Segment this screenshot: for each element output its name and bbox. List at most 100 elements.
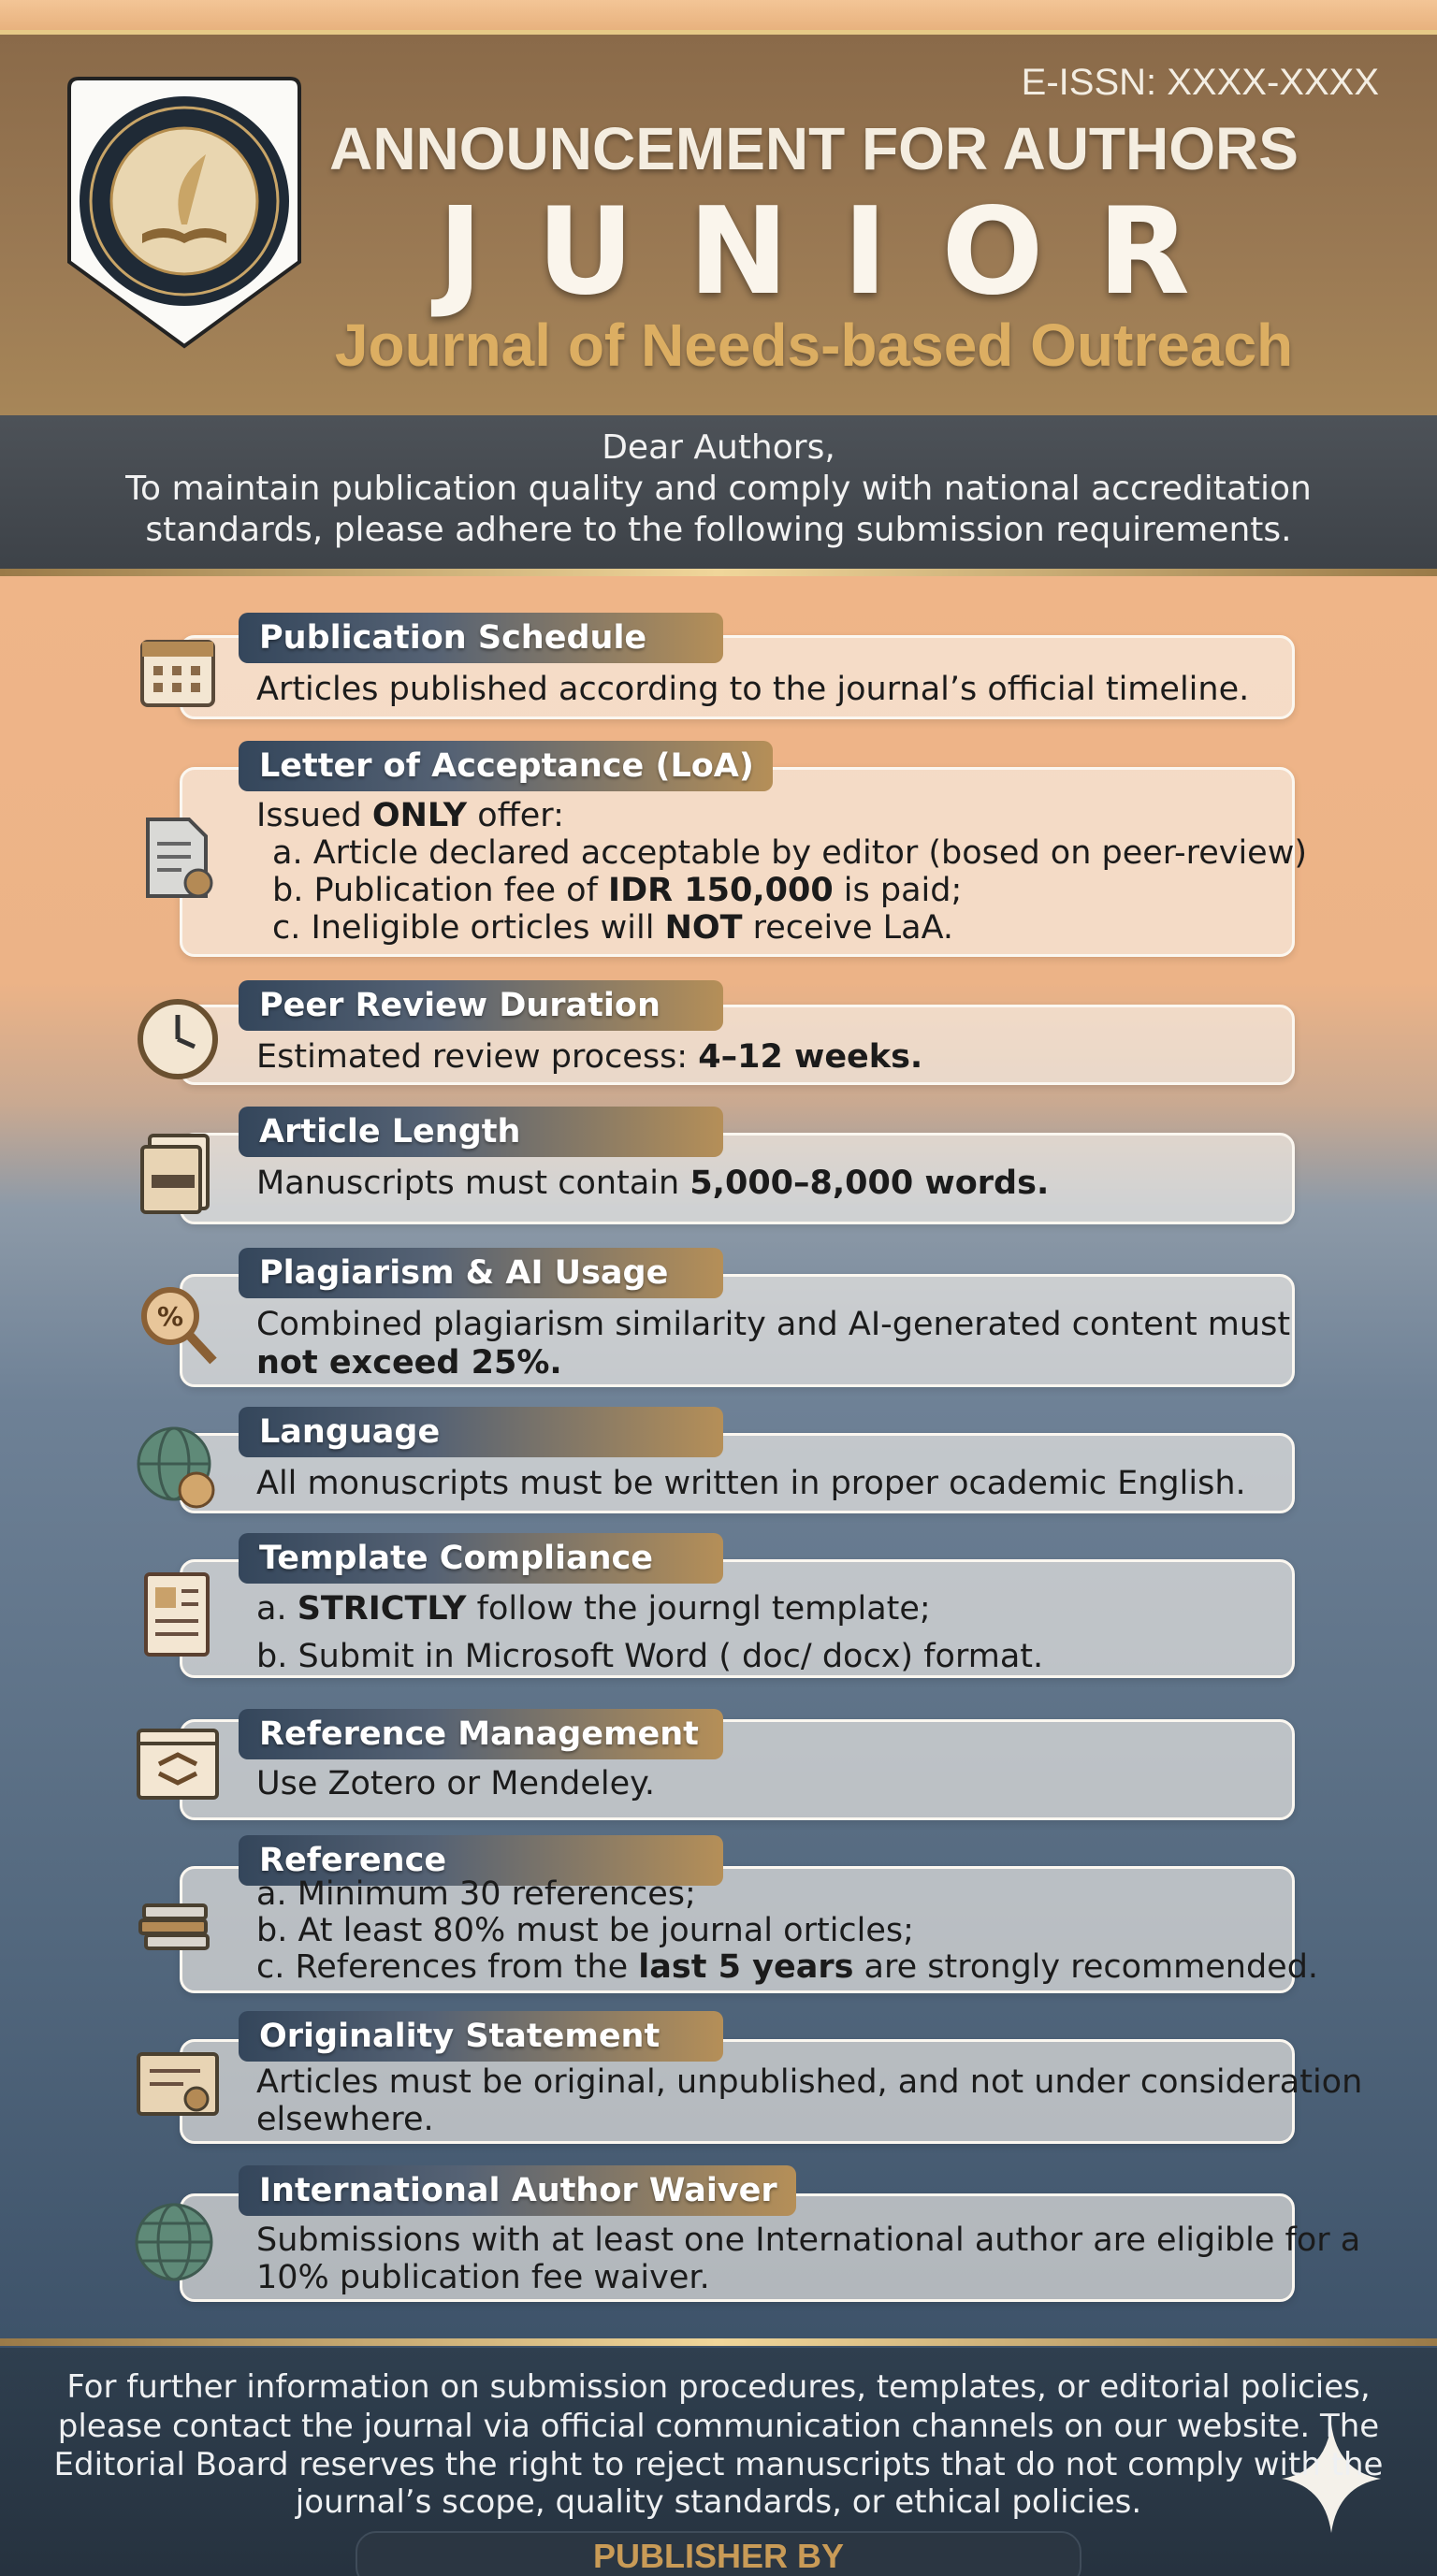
text-run: elsewhere. <box>256 2101 434 2138</box>
intro-line: standards, please adhere to the followin… <box>145 511 1292 549</box>
icon-graphic <box>135 2203 213 2281</box>
icon-graphic <box>137 2052 219 2116</box>
requirement-title: Plagiarism & AI Usage <box>239 1248 723 1298</box>
requirement-line: Manuscripts must contain 5,000–8,000 wor… <box>256 1165 1049 1202</box>
top-strip <box>0 0 1437 30</box>
requirement-icon <box>131 2195 225 2289</box>
emphasis: 5,000–8,000 words. <box>689 1165 1050 1202</box>
icon-graphic: % <box>141 1286 217 1364</box>
requirement-line: a. Minimum 30 references; <box>256 1875 696 1913</box>
emphasis: 4–12 weeks. <box>698 1038 923 1076</box>
requirement-title: Template Compliance <box>239 1533 723 1584</box>
text-run: Articles published according to the jour… <box>256 671 1250 708</box>
icon-graphic <box>138 999 218 1079</box>
requirement-line: not exceed 25%. <box>256 1344 562 1382</box>
text-run: a. Article declared acceptable by editor… <box>272 834 1307 872</box>
requirement-icon <box>131 810 225 904</box>
footer-line: Editorial Board reserves the right to re… <box>53 2446 1384 2483</box>
requirement-line: Combined plagiarism similarity and AI-ge… <box>256 1306 1290 1343</box>
requirement-line: Submissions with at least one Internatio… <box>256 2221 1360 2259</box>
requirement-icon <box>131 992 225 1086</box>
footer-line: For further information on submission pr… <box>66 2368 1371 2406</box>
icon-graphic <box>140 640 215 707</box>
intro-band <box>0 415 1437 571</box>
emphasis: not exceed 25%. <box>256 1344 562 1382</box>
requirement-line: Issued ONLY offer: <box>256 797 564 834</box>
text-run: are strongly recommended. <box>853 1948 1319 1986</box>
requirement-icon <box>131 1717 225 1811</box>
text-run: All monuscripts must be written in prope… <box>256 1465 1246 1502</box>
requirement-title: Reference Management <box>239 1709 723 1759</box>
requirement-line: a. STRICTLY follow the journgl template; <box>256 1590 931 1628</box>
journal-acronym: JUNIOR <box>438 182 1244 322</box>
svg-text:%: % <box>157 1301 183 1332</box>
requirement-title: Article Length <box>239 1107 723 1157</box>
text-run: Estimated review process: <box>256 1038 699 1076</box>
requirement-title: Letter of Acceptance (LoA) <box>239 741 773 791</box>
greeting: Dear Authors, <box>602 428 835 467</box>
requirement-line: Articles must be original, unpublished, … <box>256 2063 1362 2101</box>
divider <box>0 2338 1437 2346</box>
requirement-line: c. Ineligible orticles will NOT receive … <box>272 909 953 947</box>
star-decoration <box>1282 2424 1381 2533</box>
text-run: b. Submit in Microsoft Word ( doc/ docx)… <box>256 1638 1044 1675</box>
text-run: a. <box>256 1590 298 1628</box>
requirement-title: International Author Waiver <box>239 2165 796 2216</box>
icon-graphic <box>137 1426 215 1509</box>
requirement-line: b. Submit in Microsoft Word ( doc/ docx)… <box>256 1638 1043 1675</box>
text-run: 10% publication fee waiver. <box>256 2259 710 2296</box>
text-run: is paid; <box>833 872 963 909</box>
requirement-icon <box>131 2039 225 2133</box>
journal-name: Journal of Needs-based Outreach <box>334 311 1294 379</box>
requirement-icon <box>131 1877 225 1971</box>
text-run: Use Zotero or Mendeley. <box>256 1765 656 1802</box>
footer-line: please contact the journal via official … <box>57 2408 1380 2445</box>
text-run: Combined plagiarism similarity and AI-ge… <box>256 1306 1291 1343</box>
requirement-line: Articles published according to the jour… <box>256 671 1249 708</box>
requirement-line: 10% publication fee waiver. <box>256 2259 710 2296</box>
text-run: c. Ineligible orticles will <box>272 909 665 947</box>
icon-graphic <box>144 1571 210 1657</box>
requirement-title: Publication Schedule <box>239 613 723 663</box>
requirement-line: a. Article declared acceptable by editor… <box>272 834 1307 872</box>
icon-graphic <box>138 1903 210 1950</box>
text-run: Submissions with at least one Internatio… <box>256 2221 1361 2259</box>
publisher-label: PUBLISHER BY <box>592 2537 845 2575</box>
journal-logo <box>67 77 301 349</box>
requirement-title: Originality Statement <box>239 2011 723 2062</box>
requirement-line: elsewhere. <box>256 2101 434 2138</box>
requirement-icon <box>131 1126 225 1220</box>
requirement-icon: % <box>131 1279 225 1372</box>
divider <box>0 569 1437 576</box>
requirement-line: b. At least 80% must be journal orticles… <box>256 1912 914 1949</box>
requirement-title: Peer Review Duration <box>239 980 723 1031</box>
text-run: offer: <box>467 797 564 834</box>
emphasis: IDR 150,000 <box>608 872 834 909</box>
requirement-box <box>180 1866 1295 1993</box>
publisher-pill <box>356 2531 1081 2576</box>
text-run: a. Minimum 30 references; <box>256 1875 696 1913</box>
announcement-title: ANNOUNCEMENT FOR AUTHORS <box>329 115 1299 182</box>
text-run: Issued <box>256 797 372 834</box>
text-run: b. At least 80% must be journal orticles… <box>256 1912 914 1949</box>
icon-graphic <box>137 1729 219 1800</box>
requirement-title: Language <box>239 1407 723 1457</box>
requirement-line: Use Zotero or Mendeley. <box>256 1765 655 1802</box>
icon-graphic <box>146 817 213 898</box>
requirement-line: Estimated review process: 4–12 weeks. <box>256 1038 922 1076</box>
text-run: b. Publication fee of <box>272 872 609 909</box>
text-run: Articles must be original, unpublished, … <box>256 2063 1363 2101</box>
text-run: Manuscripts must contain <box>256 1165 690 1202</box>
emphasis: NOT <box>664 909 743 947</box>
text-run: follow the journgl template; <box>466 1590 931 1628</box>
emphasis: STRICTLY <box>297 1590 467 1628</box>
requirement-icon <box>131 625 225 718</box>
requirement-line: All monuscripts must be written in prope… <box>256 1465 1246 1502</box>
text-run: c. References from the <box>256 1948 639 1986</box>
issn: E-ISSN: XXXX-XXXX <box>1021 62 1379 103</box>
requirement-line: c. References from the last 5 years are … <box>256 1948 1318 1986</box>
requirement-icon <box>131 1421 225 1514</box>
requirement-title: Reference <box>239 1835 723 1886</box>
footer-line: journal’s scope, quality standards, or e… <box>295 2483 1142 2521</box>
